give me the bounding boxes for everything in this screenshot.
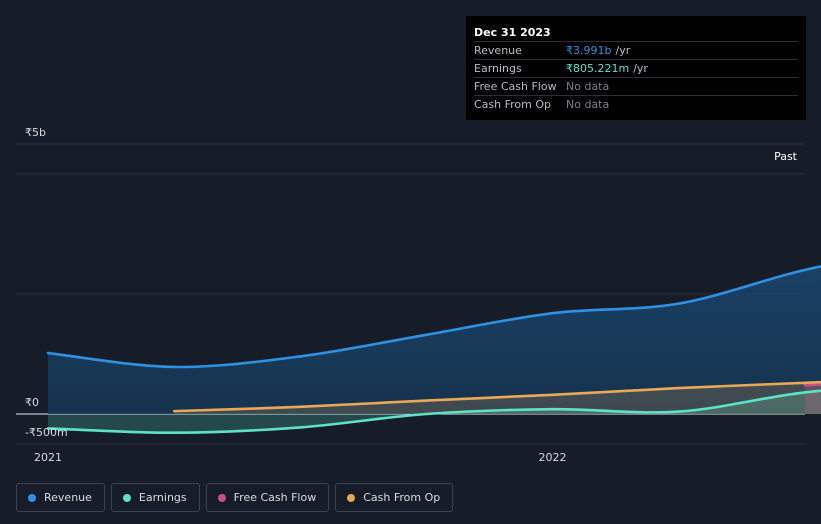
legend-dot-icon	[28, 493, 36, 502]
tooltip-unit: /yr	[633, 62, 648, 75]
tooltip-row-free-cash-flow: Free Cash Flow No data	[474, 77, 798, 95]
tooltip-value: ₹3.991b	[566, 44, 612, 57]
legend-dot-icon	[217, 493, 226, 502]
line-revenue	[46, 265, 821, 369]
legend-label: Cash From Op	[363, 491, 441, 504]
line-cash-from-op	[172, 380, 821, 413]
tooltip-value: No data	[566, 80, 610, 93]
chart-area: ₹5b₹0-₹500m202120222023Past	[16, 126, 821, 464]
past-label: Past	[774, 150, 798, 163]
legend-item-free-cash-flow[interactable]: Free Cash Flow	[205, 483, 330, 512]
legend-item-cash-from-op[interactable]: Cash From Op	[335, 483, 454, 512]
tooltip-row-earnings: Earnings ₹805.221m /yr	[474, 59, 798, 77]
legend-label: Revenue	[44, 491, 92, 504]
tooltip-label: Earnings	[474, 62, 522, 75]
legend: Revenue Earnings Free Cash Flow Cash Fro…	[16, 483, 454, 512]
tooltip-date: Dec 31 2023	[474, 26, 551, 39]
legend-item-earnings[interactable]: Earnings	[110, 483, 200, 512]
y-tick-label: -₹500m	[25, 426, 68, 439]
tooltip-row-cash-from-op: Cash From Op No data	[474, 95, 798, 113]
x-tick-label: 2021	[34, 451, 62, 464]
area-earnings	[48, 390, 821, 433]
tooltip-label: Revenue	[474, 44, 522, 57]
tooltip-row-revenue: Revenue ₹3.991b /yr	[474, 41, 798, 59]
line-earnings	[46, 389, 821, 435]
legend-label: Earnings	[138, 491, 187, 504]
legend-dot-icon	[122, 493, 131, 502]
y-tick-label: ₹0	[25, 396, 39, 409]
legend-label: Free Cash Flow	[233, 491, 317, 504]
tooltip-panel: Dec 31 2023 Revenue ₹3.991b /yr Earnings…	[466, 16, 806, 120]
y-tick-label: ₹5b	[25, 126, 46, 139]
tooltip-unit: /yr	[615, 44, 631, 57]
legend-dot-icon	[347, 493, 356, 502]
tooltip-label: Free Cash Flow	[474, 80, 557, 93]
tooltip-value: ₹805.221m	[566, 62, 630, 75]
area-revenue	[48, 266, 821, 414]
x-tick-label: 2022	[539, 451, 567, 464]
tooltip-label: Cash From Op	[474, 98, 552, 111]
tooltip-value: No data	[566, 98, 610, 111]
legend-item-revenue[interactable]: Revenue	[16, 483, 105, 512]
